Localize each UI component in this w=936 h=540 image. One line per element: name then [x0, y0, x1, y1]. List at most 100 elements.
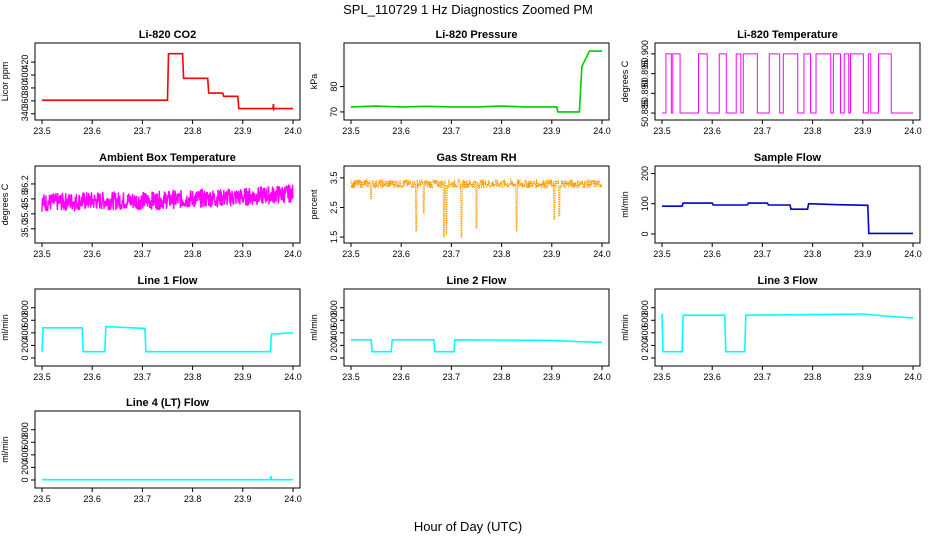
x-tick-label: 23.5 — [33, 126, 51, 136]
plot-frame — [343, 42, 610, 121]
panel-title: Gas Stream RH — [436, 152, 516, 164]
y-tick-label: 50.900 — [640, 40, 650, 68]
x-tick-label: 23.5 — [33, 494, 51, 504]
y-tick-label: 380 — [20, 80, 30, 95]
x-tick-label: 23.9 — [854, 126, 872, 136]
x-tick-label: 23.5 — [653, 249, 671, 259]
data-layer — [41, 184, 294, 213]
x-tick-label: 23.9 — [234, 126, 252, 136]
series-line — [42, 475, 293, 481]
panel-4: Ambient Box Temperature degrees C 23.5 23.6… — [0, 152, 302, 259]
plot-frame — [34, 42, 301, 121]
panels-group: Li-820 CO2 Licor ppm 23.5 23.6 23.7 23.8 23.9 2… — [0, 29, 922, 504]
x-tick-label: 23.7 — [443, 126, 461, 136]
panel-3: Li-820 Temperature degrees C 23.5 23.6 23.7 2… — [620, 29, 922, 136]
figure-x-axis-label: Hour of Day (UTC) — [414, 519, 522, 534]
panel-10: Line 4 (LT) Flow ml/min 23.5 23.6 23.7 23.8 23… — [0, 397, 302, 504]
y-axis-label: ml/min — [309, 314, 319, 341]
plot-frame — [654, 288, 921, 367]
y-tick-label: 400 — [20, 68, 30, 83]
plot-frame — [34, 288, 301, 367]
x-tick-label: 23.8 — [804, 126, 822, 136]
data-layer — [42, 475, 293, 481]
y-tick-label: 200 — [20, 338, 30, 353]
y-tick-label: 0 — [20, 477, 30, 482]
y-tick-label: 200 — [20, 460, 30, 475]
x-tick-label: 23.7 — [443, 372, 461, 382]
x-tick-label: 23.7 — [754, 126, 772, 136]
x-tick-label: 23.9 — [234, 372, 252, 382]
x-tick-label: 24.0 — [904, 126, 922, 136]
x-tick-label: 24.0 — [904, 372, 922, 382]
x-tick-label: 23.6 — [703, 126, 721, 136]
panel-title: Li-820 Temperature — [737, 29, 838, 41]
panel-title: Li-820 Pressure — [436, 29, 518, 41]
y-tick-label: 400 — [20, 447, 30, 462]
data-layer — [661, 313, 914, 353]
y-tick-label: 200 — [640, 338, 650, 353]
panel-title: Line 4 (LT) Flow — [126, 397, 209, 409]
panel-2: Li-820 Pressure kPa 23.5 23.6 23.7 23.8 23.9 24… — [309, 29, 611, 136]
x-tick-label: 23.8 — [184, 249, 202, 259]
plot-frame — [343, 288, 610, 367]
x-tick-label: 23.7 — [443, 249, 461, 259]
panel-8: Line 2 Flow ml/min 23.5 23.6 23.7 23.8 23.9 24.… — [309, 275, 611, 382]
x-tick-label: 23.5 — [342, 249, 360, 259]
y-axis-label: degrees C — [620, 60, 630, 102]
x-tick-label: 23.6 — [83, 372, 101, 382]
y-axis-label: kPa — [309, 74, 319, 90]
y-tick-label: 36.2 — [20, 175, 30, 193]
series-line — [661, 313, 914, 353]
y-axis-label: ml/min — [620, 314, 630, 341]
x-tick-label: 24.0 — [284, 494, 302, 504]
y-tick-label: 800 — [20, 422, 30, 437]
panel-1: Li-820 CO2 Licor ppm 23.5 23.6 23.7 23.8 23.9 2… — [0, 29, 302, 136]
y-tick-label: 70 — [329, 107, 339, 117]
panel-title: Ambient Box Temperature — [99, 152, 236, 164]
x-tick-label: 23.9 — [854, 372, 872, 382]
x-tick-label: 24.0 — [284, 249, 302, 259]
y-tick-label: 800 — [329, 300, 339, 315]
x-tick-label: 23.6 — [83, 126, 101, 136]
y-tick-label: 360 — [20, 93, 30, 108]
y-tick-label: 2.5 — [329, 201, 339, 214]
x-tick-label: 23.8 — [493, 126, 511, 136]
x-tick-label: 23.8 — [804, 249, 822, 259]
x-tick-label: 24.0 — [593, 372, 611, 382]
series-line — [351, 338, 603, 353]
y-tick-label: 800 — [640, 300, 650, 315]
plot-frame — [34, 165, 301, 244]
panel-title: Line 2 Flow — [447, 275, 507, 287]
series-line — [350, 50, 602, 113]
data-layer — [42, 52, 293, 112]
y-tick-label: 35.4 — [20, 205, 30, 223]
x-tick-label: 23.6 — [83, 494, 101, 504]
data-layer — [350, 50, 602, 113]
series-line — [662, 202, 913, 235]
x-tick-label: 23.8 — [184, 494, 202, 504]
y-tick-label: 200 — [329, 338, 339, 353]
plot-frame — [654, 165, 921, 244]
x-tick-label: 23.8 — [804, 372, 822, 382]
plot-frame — [34, 410, 301, 489]
x-tick-label: 24.0 — [284, 126, 302, 136]
y-tick-label: 50.890 — [640, 80, 650, 108]
x-tick-label: 23.6 — [392, 249, 410, 259]
y-tick-label: 3.5 — [329, 172, 339, 185]
panel-title: Line 1 Flow — [138, 275, 198, 287]
x-tick-label: 23.9 — [234, 494, 252, 504]
y-tick-label: 0 — [20, 355, 30, 360]
panel-title: Sample Flow — [754, 152, 822, 164]
y-tick-label: 0 — [640, 231, 650, 236]
x-tick-label: 23.8 — [184, 126, 202, 136]
data-layer — [662, 202, 913, 235]
x-tick-label: 23.7 — [754, 372, 772, 382]
plot-frame — [654, 42, 921, 121]
x-tick-label: 23.5 — [653, 126, 671, 136]
y-axis-label: ml/min — [620, 191, 630, 218]
x-tick-label: 23.7 — [754, 249, 772, 259]
series-line — [662, 53, 913, 114]
y-tick-label: 420 — [20, 55, 30, 70]
x-tick-label: 23.8 — [493, 249, 511, 259]
series-line — [42, 52, 293, 112]
